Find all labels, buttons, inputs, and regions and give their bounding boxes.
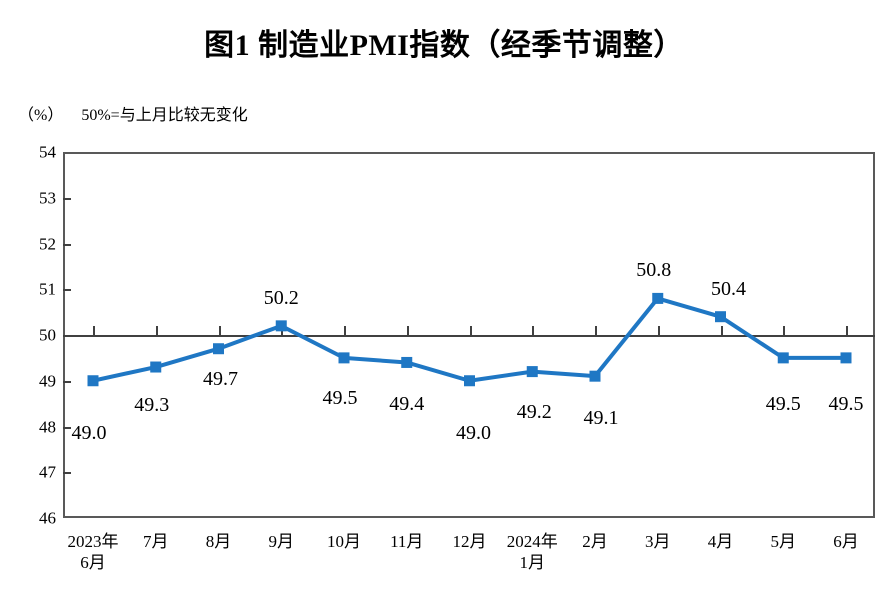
reference-line-50 bbox=[63, 335, 875, 337]
data-point-label: 49.4 bbox=[389, 393, 425, 416]
data-point-label: 49.5 bbox=[828, 392, 864, 415]
y-tick-label: 49 bbox=[39, 371, 56, 391]
x-tick-label: 12月 bbox=[452, 532, 487, 551]
y-tick-label: 53 bbox=[39, 188, 56, 208]
data-point-label: 49.5 bbox=[322, 386, 358, 409]
y-tick-label: 54 bbox=[39, 142, 56, 162]
x-tick-mark bbox=[281, 326, 284, 335]
x-tick-mark bbox=[155, 326, 158, 335]
subtitle-row: （%） 50%=与上月比较无变化 bbox=[18, 101, 248, 125]
x-tick-mark bbox=[657, 326, 660, 335]
page-title: 图1 制造业PMI指数（经季节调整） bbox=[204, 29, 684, 62]
y-axis-unit-label: （%） bbox=[18, 107, 64, 124]
x-tick-mark bbox=[720, 326, 723, 335]
data-point-label: 49.0 bbox=[456, 421, 491, 444]
data-point-label: 50.8 bbox=[636, 259, 672, 282]
x-tick-mark bbox=[344, 326, 346, 335]
y-tick-label: 48 bbox=[39, 417, 56, 436]
x-tick-label: 2月 bbox=[582, 532, 608, 551]
x-tick-label: 3月 bbox=[645, 532, 671, 551]
x-tick-label: 10月 bbox=[327, 532, 361, 551]
x-tick-mark bbox=[406, 326, 409, 335]
x-tick-mark bbox=[532, 326, 535, 335]
x-tick-mark bbox=[93, 326, 95, 335]
y-tick-label: 50 bbox=[39, 325, 56, 345]
data-point-label: 49.7 bbox=[203, 367, 238, 390]
x-tick-mark bbox=[783, 326, 786, 335]
x-tick-label: 4月 bbox=[707, 532, 734, 551]
x-tick-label: 9月 bbox=[268, 532, 295, 551]
y-tick-label: 47 bbox=[39, 462, 56, 482]
y-tick-label: 52 bbox=[39, 234, 56, 253]
y-tick-label: 51 bbox=[39, 279, 56, 299]
data-point-label: 49.1 bbox=[583, 407, 619, 430]
x-tick-mark bbox=[218, 326, 221, 335]
x-tick-mark bbox=[595, 326, 597, 335]
x-tick-label: 11月 bbox=[390, 532, 424, 551]
data-point-label: 49.3 bbox=[134, 394, 170, 417]
data-point-label: 50.2 bbox=[263, 286, 299, 309]
x-tick-label: 5月 bbox=[770, 532, 797, 551]
data-point-label: 49.2 bbox=[516, 400, 552, 423]
x-tick-mark bbox=[846, 326, 848, 335]
data-point-label: 50.4 bbox=[711, 277, 746, 300]
x-tick-label: 2023年 6月 bbox=[67, 532, 119, 573]
x-tick-label: 2024年 1月 bbox=[506, 532, 558, 573]
data-point-label: 49.5 bbox=[765, 392, 801, 415]
y-tick-label: 46 bbox=[39, 508, 56, 528]
x-tick-mark bbox=[469, 326, 472, 335]
x-tick-label: 7月 bbox=[143, 532, 169, 551]
x-tick-label: 6月 bbox=[833, 532, 859, 551]
reference-note: 50%=与上月比较无变化 bbox=[81, 107, 248, 124]
x-tick-label: 8月 bbox=[205, 532, 232, 551]
data-point-label: 49.0 bbox=[71, 421, 107, 444]
